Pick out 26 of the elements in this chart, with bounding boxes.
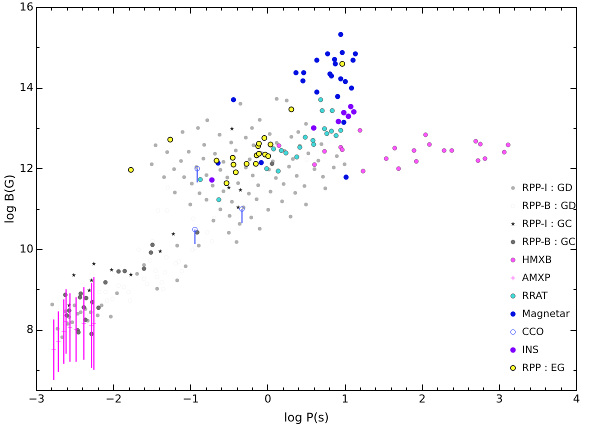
y-axis-title: log B(G) [2,174,17,224]
legend-label: RPP-B : GC [522,237,576,248]
legend-label: HMXB [522,255,552,266]
x-tick-label: 2 [418,392,426,406]
legend-label: RPP : EG [522,363,565,374]
y-tick-label: 10 [20,242,34,256]
legend-label: RRAT [522,291,549,302]
x-tick-label: −1 [182,392,199,406]
y-tick-label: 8 [26,323,34,336]
x-tick-label: −2 [106,392,122,406]
legend-label: Magnetar [522,309,571,320]
y-tick-label: 12 [20,162,34,175]
x-tick-label: 3 [496,392,503,406]
x-tick-label: −3 [28,392,45,406]
legend-label: AMXP [522,273,550,284]
legend-label: CCO [522,327,544,338]
legend-label: INS [522,345,539,356]
legend-label: RPP-I : GD [522,183,573,194]
x-tick-label: 1 [342,392,349,406]
y-tick-label: 14 [20,81,34,94]
x-axis-title: log P(s) [284,410,329,424]
x-tick-label: 4 [573,392,580,406]
x-tick-label: 0 [264,392,272,406]
legend-label: RPP-B : GD [522,201,576,212]
y-tick-label: 16 [20,0,34,14]
legend-label: RPP-I : GC [522,219,572,230]
